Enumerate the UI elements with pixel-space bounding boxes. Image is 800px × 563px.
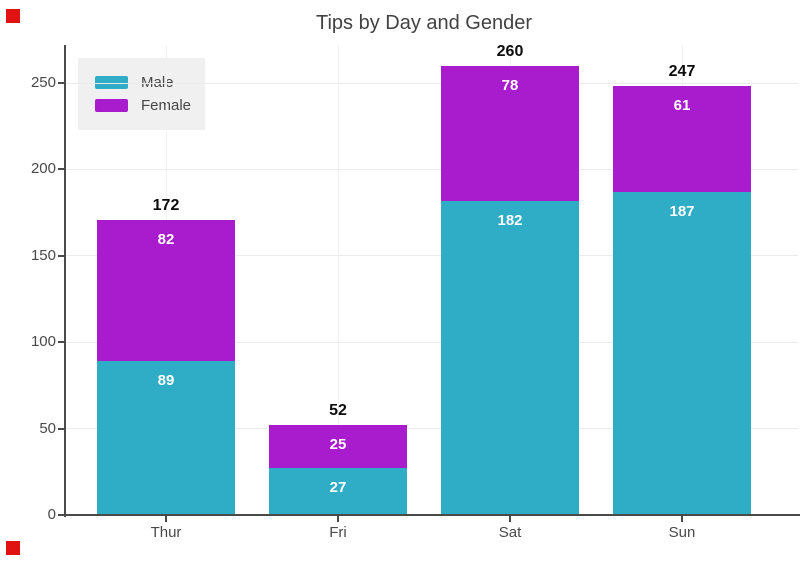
y-tick-label: 100 (30, 333, 56, 351)
y-tick (58, 168, 65, 171)
x-tick (681, 516, 683, 522)
y-tick (58, 341, 65, 344)
bar-total-label: 52 (329, 402, 347, 420)
bar-segment-female-sun (613, 86, 751, 192)
y-tick-label: 200 (30, 160, 56, 178)
x-tick (509, 516, 511, 522)
x-tick-label: Fri (329, 524, 347, 541)
bar-segment-male-sat (441, 200, 579, 515)
bar-total-label: 172 (152, 196, 180, 214)
bar-segment-male-sun (613, 191, 751, 515)
red-corner-marker-bottom-left (6, 541, 20, 555)
y-tick-label: 250 (30, 74, 56, 91)
bar-total-label: 260 (496, 42, 524, 60)
y-tick-label: 50 (39, 419, 56, 437)
bar-value-label: 27 (329, 479, 347, 497)
bar-value-label: 187 (669, 202, 695, 220)
red-corner-marker-top-left (6, 9, 20, 23)
x-tick (165, 516, 167, 522)
y-gridline (66, 428, 798, 430)
x-axis-line (62, 514, 800, 516)
y-tick-label: 150 (30, 246, 56, 264)
bar-total-label: 247 (668, 63, 696, 81)
bar-value-label: 82 (157, 230, 175, 248)
x-tick-label: Sun (668, 524, 696, 541)
legend: Male Female (78, 58, 205, 130)
bar-segment-female-sat (441, 65, 579, 201)
y-tick (58, 427, 65, 430)
bar-segment-male-thur (97, 361, 235, 515)
x-tick-label: Thur (150, 524, 182, 541)
x-tick-label: Sat (498, 524, 522, 541)
chart-title: Tips by Day and Gender (315, 12, 533, 34)
bar-value-label: 78 (501, 76, 519, 94)
bar-value-label: 25 (329, 436, 347, 454)
bar-segment-female-fri (269, 425, 407, 469)
bar-value-label: 89 (157, 372, 175, 390)
y-tick (58, 82, 65, 84)
y-gridline (66, 168, 798, 170)
x-tick (337, 516, 339, 522)
x-gridline (338, 45, 339, 515)
legend-item-female[interactable]: Female (95, 97, 205, 114)
bar-value-label: 61 (673, 97, 691, 115)
y-tick (58, 254, 65, 257)
y-tick (58, 514, 65, 516)
bar-value-label: 182 (497, 211, 523, 229)
y-gridline (66, 82, 798, 84)
y-gridline (66, 341, 798, 343)
y-gridline (66, 255, 798, 257)
y-axis-line (64, 45, 66, 517)
y-tick-label: 0 (47, 506, 56, 523)
legend-swatch-female (95, 99, 128, 112)
bar-segment-male-fri (269, 468, 407, 515)
bar-segment-female-thur (97, 219, 235, 362)
